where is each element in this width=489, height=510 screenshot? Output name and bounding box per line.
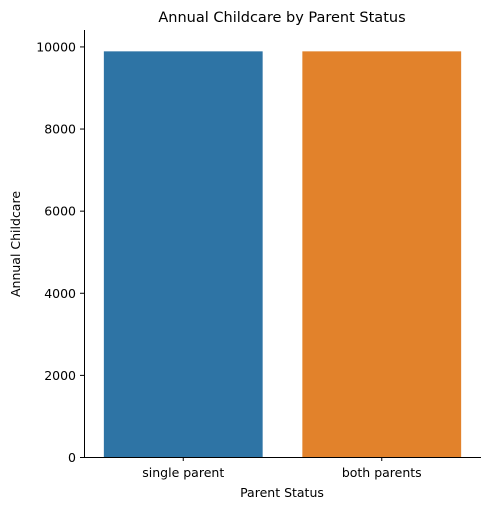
y-tick-label: 6000	[44, 204, 76, 219]
y-tick-label: 4000	[44, 286, 76, 301]
y-tick-label: 0	[68, 450, 76, 465]
y-axis-label: Annual Childcare	[8, 191, 23, 297]
x-axis-label: Parent Status	[240, 485, 324, 500]
x-ticks-group: single parent both parents	[142, 457, 421, 480]
y-tick-label: 10000	[36, 39, 76, 54]
y-ticks-group: 0 2000 4000 6000 8000 10000	[36, 39, 84, 465]
bar-single-parent	[104, 51, 263, 457]
y-tick-label: 8000	[44, 122, 76, 137]
x-tick-label: single parent	[142, 465, 224, 480]
chart-title: Annual Childcare by Parent Status	[158, 10, 405, 26]
bar-both-parents	[302, 51, 461, 457]
y-tick-label: 2000	[44, 368, 76, 383]
bars-group	[104, 51, 461, 457]
x-tick-label: both parents	[342, 465, 422, 480]
